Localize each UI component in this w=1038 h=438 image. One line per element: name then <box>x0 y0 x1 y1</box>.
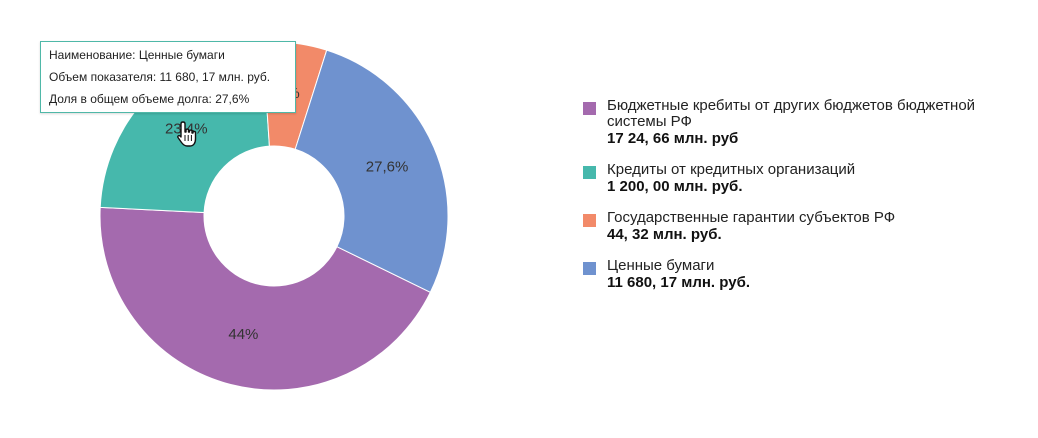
legend-value: 1 200, 00 млн. руб. <box>607 178 743 195</box>
legend-swatch-state-guarantees <box>583 214 596 227</box>
legend-item-state-guarantees[interactable]: Государственные гарантии субъектов РФ 44… <box>583 210 1023 243</box>
legend-label: Кредиты от кредитных организаций <box>607 161 856 178</box>
tooltip-name: Наименование: Ценные бумаги <box>49 48 225 62</box>
legend-item-bank-credits[interactable]: Кредиты от кредитных организаций 1 200, … <box>583 162 1023 195</box>
slice-label-budget-credits: 44% <box>228 326 258 343</box>
legend-value: 11 680, 17 млн. руб. <box>607 274 750 291</box>
legend-swatch-budget-credits <box>583 102 596 115</box>
legend-value: 17 24, 66 млн. руб <box>607 130 739 147</box>
legend-value: 44, 32 млн. руб. <box>607 226 722 243</box>
chart-tooltip: Наименование: Ценные бумаги Объем показа… <box>40 41 296 113</box>
legend-label: Государственные гарантии субъектов РФ <box>607 209 896 226</box>
donut-slice-budget-credits[interactable] <box>99 206 432 391</box>
tooltip-share: Доля в общем объеме долга: 27,6% <box>49 92 250 106</box>
legend-item-budget-credits[interactable]: Бюджетные кребиты от других бюджетов бюд… <box>583 98 1023 147</box>
hand-pointer-icon <box>177 121 197 147</box>
chart-legend: Бюджетные кребиты от других бюджетов бюд… <box>583 98 1023 306</box>
legend-swatch-bank-credits <box>583 166 596 179</box>
legend-label: Ценные бумаги <box>607 257 715 274</box>
legend-label: Бюджетные кребиты от других бюджетов бюд… <box>607 97 976 130</box>
tooltip-volume: Объем показателя: 11 680, 17 млн. руб. <box>49 70 271 84</box>
slice-label-securities: 27,6% <box>366 159 409 176</box>
legend-swatch-securities <box>583 262 596 275</box>
donut-slice-securities[interactable] <box>294 49 449 293</box>
legend-item-securities[interactable]: Ценные бумаги 11 680, 17 млн. руб. <box>583 258 1023 291</box>
